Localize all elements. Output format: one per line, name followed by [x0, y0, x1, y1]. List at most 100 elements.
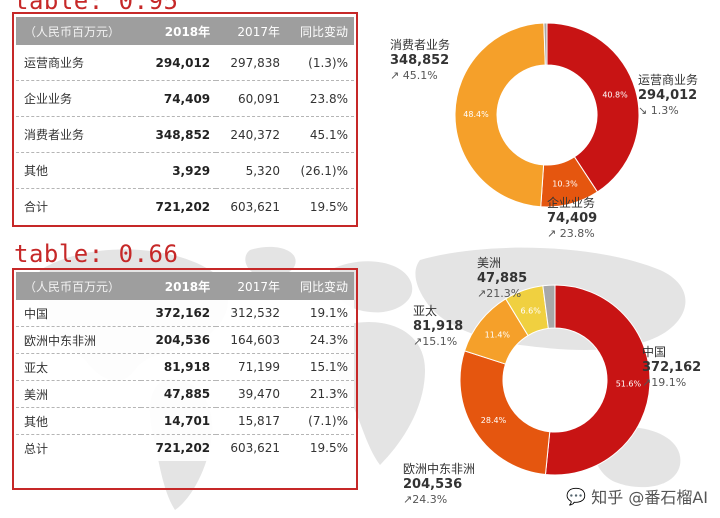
value-2018: 3,929 — [140, 152, 217, 189]
donut-slice — [454, 22, 546, 208]
legend-value: 348,852 — [390, 53, 450, 68]
legend-change: ↗ 45.1% — [390, 69, 438, 82]
donut2-label-china: 中国 372,162 ↗19.1% — [642, 345, 701, 390]
legend-value: 81,918 — [413, 319, 464, 334]
revenue-by-region-table: （人民币百万元） 2018年 2017年 同比变动 中国 372,162 312,5… — [16, 272, 354, 461]
header-2018: 2018年 — [140, 272, 217, 300]
table-row: 中国 372,162 312,532 19.1% — [16, 300, 354, 327]
row-label: 运营商业务 — [16, 45, 141, 81]
legend-change: ↗15.1% — [413, 335, 458, 348]
donut-slice — [459, 350, 551, 476]
legend-change: ↗24.3% — [403, 493, 448, 506]
yoy-change: 45.1% — [285, 116, 354, 153]
donut-slice — [546, 22, 640, 193]
table-row: 亚太 81,918 71,199 15.1% — [16, 353, 354, 381]
value-2017: 15,817 — [216, 407, 286, 435]
region-donut-chart: 51.6% 28.4% 11.4% 6.6% — [459, 284, 651, 476]
legend-name: 运营商业务 — [638, 73, 699, 87]
donut1-label-consumer: 消费者业务 348,852 ↗ 45.1% — [390, 38, 450, 83]
legend-change: ↘ 1.3% — [638, 104, 679, 117]
detection-box-1 — [12, 12, 358, 227]
chat-bubble-icon: 💬 — [566, 486, 587, 506]
legend-name: 中国 — [642, 345, 667, 359]
slice-percent-label: 10.3% — [552, 180, 578, 189]
row-label: 合计 — [24, 200, 49, 214]
value-2017: 603,621 — [230, 199, 280, 214]
value-2017: 240,372 — [216, 116, 286, 153]
value-2017: 164,603 — [216, 326, 286, 354]
donut-slice — [543, 22, 548, 66]
header-unit: （人民币百万元） — [16, 272, 141, 300]
donut2-label-americas: 美洲 47,885 ↗21.3% — [477, 256, 527, 301]
row-label: 企业业务 — [16, 80, 141, 117]
row-label: 总计 — [24, 441, 49, 456]
donut1-label-carrier: 运营商业务 294,012 ↘ 1.3% — [638, 73, 698, 118]
legend-change: ↗21.3% — [477, 287, 522, 300]
detection-label-1: table: 0.95 — [14, 0, 179, 15]
legend-name: 亚太 — [413, 304, 438, 318]
legend-value: 372,162 — [642, 360, 702, 375]
value-2017: 603,621 — [230, 441, 280, 455]
donut2-label-emea: 欧洲中东非洲 204,536 ↗24.3% — [403, 462, 475, 507]
row-label: 欧洲中东非洲 — [16, 326, 141, 354]
table-row: 美洲 47,885 39,470 21.3% — [16, 380, 354, 408]
legend-value: 74,409 — [547, 211, 598, 226]
table-row: 总计 721,202 603,621 19.5% — [16, 435, 354, 462]
slice-percent-label: 6.6% — [521, 307, 542, 316]
yoy-change: 21.3% — [285, 380, 354, 408]
yoy-change: 15.1% — [285, 353, 354, 381]
donut-slice — [544, 284, 651, 476]
value-2018: 294,012 — [140, 45, 217, 81]
value-2018: 721,202 — [155, 199, 211, 214]
yoy-change: 23.8% — [285, 80, 354, 117]
table-row: 欧洲中东非洲 204,536 164,603 24.3% — [16, 326, 354, 354]
legend-value: 47,885 — [477, 271, 528, 286]
yoy-change: (1.3)% — [285, 45, 354, 81]
value-2018: 81,918 — [140, 353, 217, 381]
yoy-change: (26.1)% — [285, 152, 354, 189]
value-2018: 348,852 — [140, 116, 217, 153]
business-donut-chart: 40.8% 10.3% 48.4% — [454, 22, 640, 208]
yoy-change: (7.1)% — [285, 407, 354, 435]
table-row: 企业业务 74,409 60,091 23.8% — [16, 80, 354, 117]
slice-percent-label: 11.4% — [485, 330, 511, 339]
table-header-row: （人民币百万元） 2018年 2017年 同比变动 — [16, 272, 354, 300]
value-2017: 5,320 — [216, 152, 286, 189]
table-row: 其他 3,929 5,320 (26.1)% — [16, 152, 354, 189]
value-2018: 204,536 — [140, 326, 217, 354]
value-2017: 71,199 — [216, 353, 286, 381]
header-yoy: 同比变动 — [285, 17, 354, 45]
revenue-by-business-table: （人民币百万元） 2018年 2017年 同比变动 运营商业务 294,012 29… — [16, 17, 354, 224]
row-label: 中国 — [16, 300, 141, 327]
donut1-label-enterprise: 企业业务 74,409 ↗ 23.8% — [547, 196, 597, 241]
watermark-text: 知乎 @番石榴AI — [591, 488, 708, 507]
value-2017: 60,091 — [216, 80, 286, 117]
watermark: 💬 知乎 @番石榴AI — [566, 484, 708, 508]
slice-percent-label: 40.8% — [602, 91, 628, 100]
value-2017: 39,470 — [216, 380, 286, 408]
value-2017: 297,838 — [216, 45, 286, 81]
yoy-change: 19.5% — [309, 441, 348, 455]
header-2018: 2018年 — [140, 17, 217, 45]
header-2017: 2017年 — [216, 272, 286, 300]
value-2018: 14,701 — [140, 407, 217, 435]
row-label: 其他 — [16, 152, 141, 189]
legend-value: 204,536 — [403, 477, 463, 492]
row-label: 亚太 — [16, 353, 141, 381]
legend-name: 消费者业务 — [390, 38, 451, 52]
header-unit: （人民币百万元） — [16, 17, 141, 45]
header-yoy: 同比变动 — [285, 272, 354, 300]
detection-label-2: table: 0.66 — [14, 240, 179, 268]
header-2017: 2017年 — [216, 17, 286, 45]
row-label: 消费者业务 — [16, 116, 141, 153]
legend-change: ↗19.1% — [642, 376, 687, 389]
value-2018: 721,202 — [155, 441, 211, 455]
table-row: 消费者业务 348,852 240,372 45.1% — [16, 116, 354, 153]
table-header-row: （人民币百万元） 2018年 2017年 同比变动 — [16, 17, 354, 45]
value-2017: 312,532 — [216, 300, 286, 327]
slice-percent-label: 28.4% — [481, 416, 507, 425]
table-row: 运营商业务 294,012 297,838 (1.3)% — [16, 45, 354, 81]
yoy-change: 24.3% — [285, 326, 354, 354]
legend-change: ↗ 23.8% — [547, 227, 595, 240]
yoy-change: 19.1% — [285, 300, 354, 327]
